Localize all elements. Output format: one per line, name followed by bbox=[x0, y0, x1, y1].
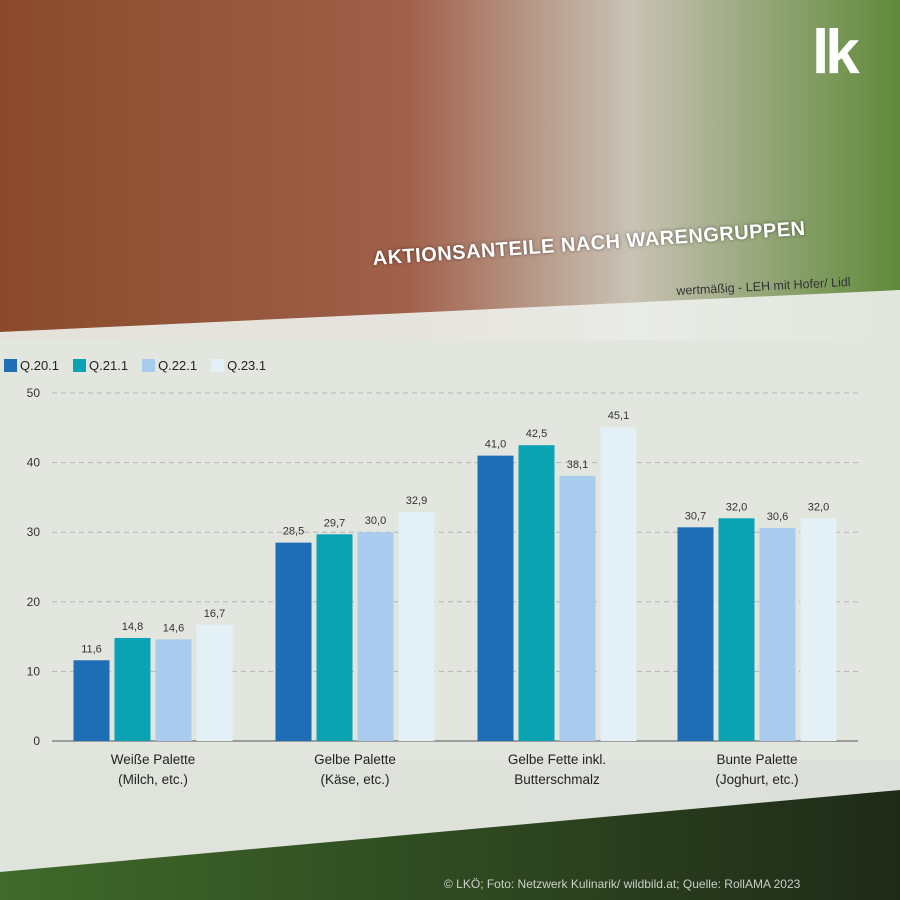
y-tick-label: 10 bbox=[27, 664, 41, 678]
legend-swatch bbox=[73, 359, 87, 372]
bar bbox=[718, 518, 755, 741]
data-label: 41,0 bbox=[485, 439, 506, 451]
category-label: Weiße Palette (Milch, etc.) bbox=[110, 752, 196, 787]
data-label: 42,5 bbox=[526, 428, 547, 440]
legend-swatch bbox=[142, 359, 156, 372]
data-label: 14,8 bbox=[122, 621, 143, 633]
bar bbox=[196, 624, 233, 741]
bar bbox=[477, 455, 514, 741]
data-label: 11,6 bbox=[81, 643, 102, 655]
legend-item: Q.21.1 bbox=[73, 358, 128, 373]
legend-item: Q.22.1 bbox=[142, 358, 197, 373]
data-label: 45,1 bbox=[608, 410, 629, 422]
bar bbox=[357, 532, 394, 741]
legend-label: Q.20.1 bbox=[20, 358, 60, 373]
legend-item: Q.23.1 bbox=[211, 358, 266, 373]
legend: Q.20.1 Q.21.1 Q.22.1 Q.23.1 bbox=[4, 358, 266, 373]
data-label: 28,5 bbox=[283, 526, 304, 538]
bar bbox=[114, 637, 151, 741]
data-label: 32,0 bbox=[726, 501, 747, 513]
bar bbox=[275, 542, 312, 741]
legend-swatch bbox=[4, 359, 17, 372]
bar bbox=[155, 639, 192, 741]
legend-label: Q.22.1 bbox=[158, 358, 198, 373]
bar bbox=[600, 427, 637, 741]
credit-text: © LKÖ; Foto: Netzwerk Kulinarik/ wildbil… bbox=[444, 877, 801, 891]
legend-label: Q.21.1 bbox=[89, 358, 129, 373]
data-label: 32,9 bbox=[406, 495, 427, 507]
lk-logo: lk bbox=[812, 18, 860, 87]
data-label: 30,6 bbox=[767, 511, 788, 523]
bar bbox=[677, 527, 714, 741]
bar bbox=[759, 528, 796, 741]
bar bbox=[316, 534, 353, 741]
y-tick-label: 30 bbox=[27, 525, 41, 539]
category-label: Gelbe Fette inkl. Butterschmalz bbox=[507, 752, 607, 787]
y-tick-label: 40 bbox=[27, 456, 41, 470]
bar bbox=[800, 518, 837, 741]
legend-item: Q.20.1 bbox=[4, 358, 59, 373]
data-label: 16,7 bbox=[204, 608, 225, 620]
data-label: 14,6 bbox=[163, 622, 184, 634]
y-tick-label: 50 bbox=[27, 386, 41, 400]
data-label: 30,0 bbox=[365, 515, 386, 527]
bar bbox=[73, 660, 110, 741]
category-label: Gelbe Palette (Käse, etc.) bbox=[314, 752, 396, 787]
bar bbox=[559, 475, 596, 741]
data-label: 29,7 bbox=[324, 517, 345, 529]
bar bbox=[518, 445, 555, 741]
data-label: 32,0 bbox=[808, 501, 829, 513]
data-label: 30,7 bbox=[685, 510, 706, 522]
legend-swatch bbox=[211, 359, 225, 372]
bar bbox=[398, 512, 435, 741]
data-label: 38,1 bbox=[567, 459, 588, 471]
category-label: Bunte Palette (Joghurt, etc.) bbox=[715, 752, 799, 787]
y-tick-label: 0 bbox=[33, 734, 40, 748]
legend-label: Q.23.1 bbox=[227, 358, 267, 373]
y-tick-label: 20 bbox=[27, 595, 41, 609]
